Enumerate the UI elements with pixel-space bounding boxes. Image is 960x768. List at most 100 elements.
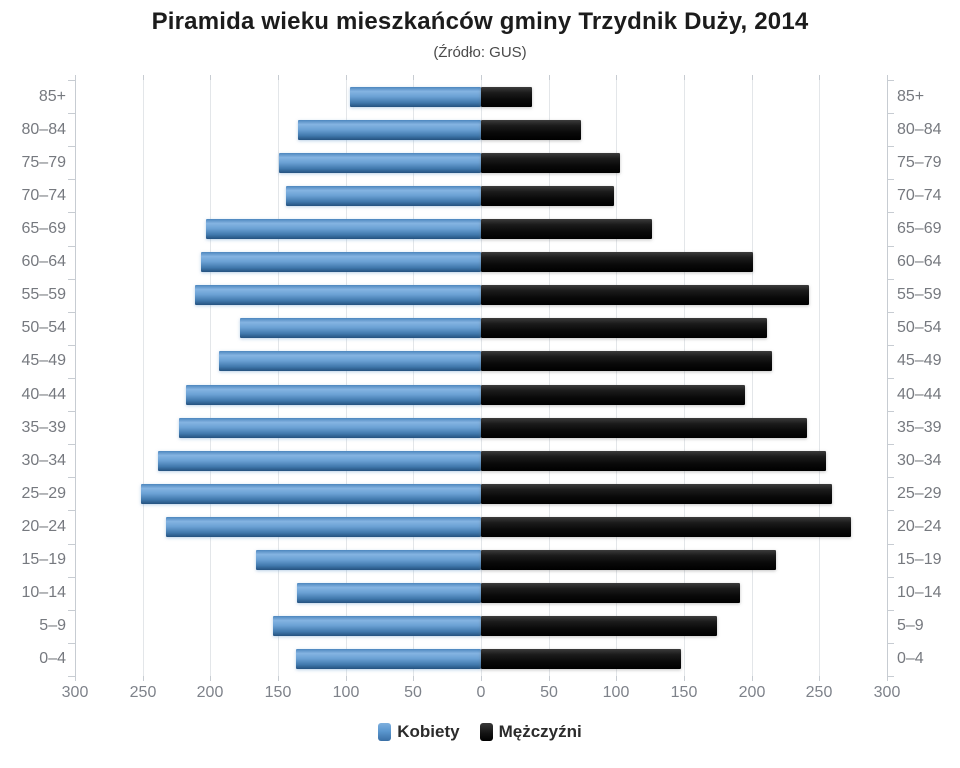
bar-kobiety-70–74[interactable] <box>286 185 481 206</box>
gridline <box>819 80 820 676</box>
axis-tick-right <box>887 246 894 247</box>
age-label-left: 70–74 <box>21 186 67 204</box>
axis-tick-right <box>887 444 894 445</box>
legend-item-kobiety[interactable]: Kobiety <box>378 722 460 742</box>
chart-subtitle: (Źródło: GUS) <box>433 44 527 61</box>
age-label-right: 35–39 <box>897 418 942 436</box>
bar-kobiety-35–39[interactable] <box>179 417 481 438</box>
axis-tick-right <box>887 146 894 147</box>
bar-mezczyzni-10–14[interactable] <box>481 583 740 604</box>
gridline <box>684 80 685 676</box>
bar-kobiety-20–24[interactable] <box>165 517 481 537</box>
x-tick-bottom <box>143 676 144 681</box>
gridline <box>413 80 414 676</box>
gridline <box>75 80 76 676</box>
age-label-left: 60–64 <box>21 253 67 271</box>
age-label-left: 85+ <box>38 87 66 105</box>
bar-mezczyzni-35–39[interactable] <box>481 417 808 438</box>
bar-kobiety-85+[interactable] <box>349 86 481 107</box>
age-label-right: 0–4 <box>897 650 924 668</box>
axis-tick-right <box>887 510 894 511</box>
axis-tick-right <box>887 113 894 114</box>
age-label-left: 15–19 <box>21 551 67 569</box>
legend-label-mezczyzni: Mężczyźni <box>498 722 582 741</box>
age-label-right: 30–34 <box>897 451 942 469</box>
age-label-right: 50–54 <box>897 319 942 337</box>
legend-item-mezczyzni[interactable]: Mężczyźni <box>479 722 582 742</box>
bar-kobiety-30–34[interactable] <box>157 450 481 471</box>
x-axis-label: 250 <box>805 684 833 701</box>
bar-kobiety-60–64[interactable] <box>200 252 481 273</box>
age-label-right: 85+ <box>897 87 925 105</box>
gridline <box>549 80 550 676</box>
x-axis-label: 250 <box>129 684 157 701</box>
axis-tick-left <box>68 643 75 644</box>
age-label-left: 55–59 <box>21 286 67 304</box>
axis-tick-left <box>68 510 75 511</box>
x-tick-bottom <box>616 676 617 681</box>
bar-mezczyzni-15–19[interactable] <box>481 550 776 571</box>
bar-kobiety-15–19[interactable] <box>256 550 481 571</box>
legend: Kobiety Mężczyźni <box>0 722 960 742</box>
bar-mezczyzni-50–54[interactable] <box>481 318 767 339</box>
x-tick-bottom <box>481 676 482 681</box>
bar-kobiety-45–49[interactable] <box>218 351 481 372</box>
bar-mezczyzni-75–79[interactable] <box>481 152 621 173</box>
axis-tick-left <box>68 577 75 578</box>
x-tick-bottom <box>819 676 820 681</box>
age-label-left: 80–84 <box>21 120 67 138</box>
age-label-right: 55–59 <box>897 286 942 304</box>
bar-mezczyzni-85+[interactable] <box>481 86 533 107</box>
age-label-right: 45–49 <box>897 352 942 370</box>
axis-tick-left <box>68 544 75 545</box>
bar-mezczyzni-60–64[interactable] <box>481 252 753 273</box>
axis-tick-left <box>68 246 75 247</box>
bar-kobiety-25–29[interactable] <box>141 483 481 504</box>
bar-kobiety-0–4[interactable] <box>295 649 481 670</box>
bar-mezczyzni-25–29[interactable] <box>481 483 832 504</box>
x-tick-bottom <box>549 676 550 681</box>
x-tick-bottom <box>752 676 753 681</box>
bar-mezczyzni-0–4[interactable] <box>481 649 682 670</box>
bar-kobiety-10–14[interactable] <box>296 583 481 604</box>
age-label-right: 70–74 <box>897 186 942 204</box>
x-axis-label: 0 <box>476 684 486 701</box>
bar-kobiety-80–84[interactable] <box>298 119 481 140</box>
x-tick-bottom <box>278 676 279 681</box>
bar-kobiety-40–44[interactable] <box>186 384 481 405</box>
axis-tick-right <box>887 80 894 81</box>
bar-mezczyzni-45–49[interactable] <box>481 351 772 372</box>
x-tick-top <box>346 75 347 80</box>
bar-mezczyzni-80–84[interactable] <box>481 119 582 140</box>
x-axis-label: 150 <box>670 684 698 701</box>
x-tick-bottom <box>413 676 414 681</box>
x-tick-top <box>278 75 279 80</box>
gridline <box>346 80 347 676</box>
bar-kobiety-5–9[interactable] <box>272 616 481 637</box>
x-tick-bottom <box>684 676 685 681</box>
x-tick-top <box>481 75 482 80</box>
bar-mezczyzni-20–24[interactable] <box>481 517 851 537</box>
bar-mezczyzni-55–59[interactable] <box>481 285 809 306</box>
x-tick-bottom <box>210 676 211 681</box>
age-label-right: 65–69 <box>897 220 942 237</box>
bar-mezczyzni-5–9[interactable] <box>481 616 717 637</box>
bar-kobiety-50–54[interactable] <box>240 318 481 339</box>
bar-mezczyzni-40–44[interactable] <box>481 384 745 405</box>
bar-kobiety-75–79[interactable] <box>279 152 481 173</box>
axis-tick-right <box>887 477 894 478</box>
axis-tick-right <box>887 643 894 644</box>
x-axis-label: 100 <box>602 684 630 701</box>
bar-mezczyzni-65–69[interactable] <box>481 219 652 239</box>
age-label-left: 65–69 <box>21 220 67 237</box>
axis-tick-right <box>887 279 894 280</box>
age-label-right: 60–64 <box>897 253 942 271</box>
bar-mezczyzni-30–34[interactable] <box>481 450 827 471</box>
axis-tick-right <box>887 212 894 213</box>
bar-kobiety-55–59[interactable] <box>195 285 481 306</box>
bar-kobiety-65–69[interactable] <box>206 219 481 239</box>
bar-mezczyzni-70–74[interactable] <box>481 185 614 206</box>
x-axis-label: 300 <box>873 684 901 701</box>
mezczyzni-swatch-icon <box>479 723 493 741</box>
